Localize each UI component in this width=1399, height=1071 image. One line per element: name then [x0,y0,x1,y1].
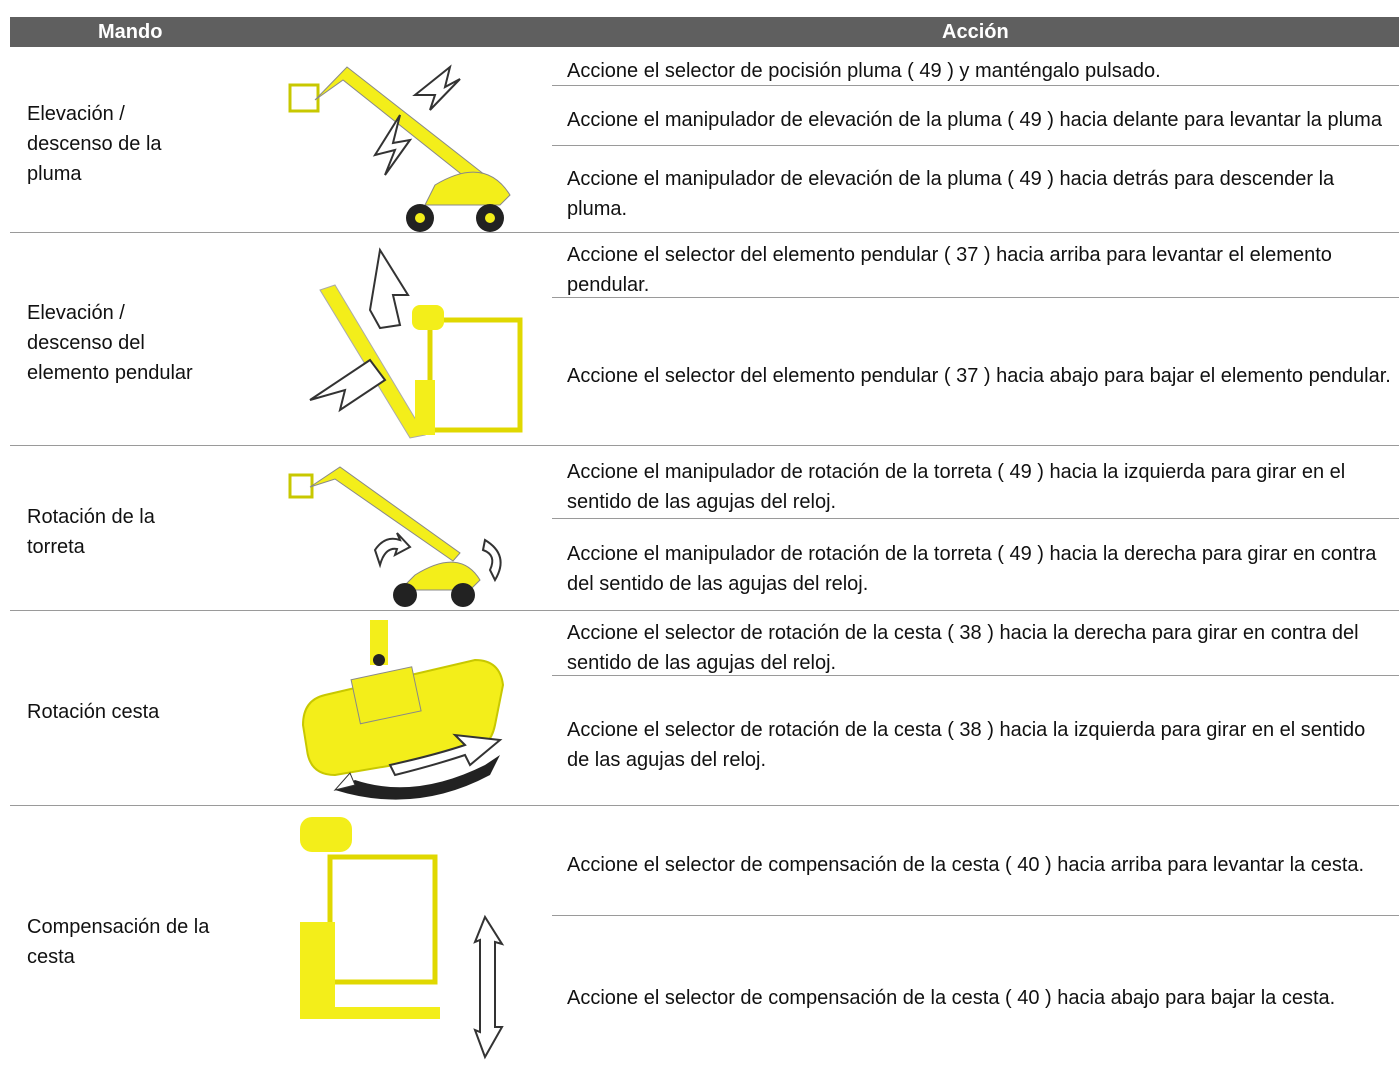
accion-cell: Accione el selector de rotación de la ce… [567,621,1359,674]
basket-compensation-illustration [300,817,505,1060]
header-mando: Mando [98,21,163,43]
mando-cell: Elevación / descenso de la pluma [27,47,277,232]
row-separator [10,805,1399,806]
row-separator [10,610,1399,611]
mando-cell: Rotación de la torreta [27,445,277,610]
mando-cell: Elevación / descenso del elemento pendular [27,232,277,445]
accion-cell: Accione el manipulador de elevación de l… [567,167,1335,220]
mando-line: torreta [27,535,85,558]
mando-line: cesta [27,946,75,968]
accion-cell: Accione el selector de pocisión pluma ( … [567,60,1161,82]
sub-separator [552,675,1399,676]
basket-rotation-illustration [301,620,505,800]
mando-line: elemento pendular [27,361,193,384]
jib-illustration [309,247,523,439]
mando-line: Compensación de la [27,916,210,938]
mando-cell: Rotación cesta [27,610,277,805]
header-accion: Acción [942,21,1009,43]
mando-line: Elevación / [27,102,125,125]
row-separator [10,445,1399,446]
mando-line: descenso del [27,331,145,354]
turret-illustration [288,466,502,607]
mando-line: pluma [27,162,82,185]
mando-line: Rotación de la [27,505,155,528]
mando-cell: Compensación de la cesta [27,805,277,1071]
accion-cell: Accione el manipulador de rotación de la… [567,460,1346,513]
boom-lift-illustration [288,64,511,232]
accion-cell: Accione el selector de rotación de la ce… [567,719,1366,771]
accion-cell: Accione el selector del elemento pendula… [567,365,1391,387]
mando-line: descenso de la [27,132,162,155]
mando-line: Rotación cesta [27,700,160,723]
sub-separator [552,85,1399,86]
sub-separator [552,915,1399,916]
sub-separator [552,297,1399,298]
mando-line: Elevación / [27,301,125,324]
accion-cell: Accione el selector del elemento pendula… [567,243,1332,296]
table-header: Mando Acción [10,17,1399,47]
accion-cell: Accione el selector de compensación de l… [567,854,1365,876]
sub-separator [552,518,1399,519]
sub-separator [552,145,1399,146]
accion-cell: Accione el manipulador de rotación de la… [567,543,1377,595]
accion-cell: Accione el selector de compensación de l… [567,987,1336,1009]
row-separator [10,232,1399,233]
accion-cell: Accione el manipulador de elevación de l… [567,109,1382,131]
